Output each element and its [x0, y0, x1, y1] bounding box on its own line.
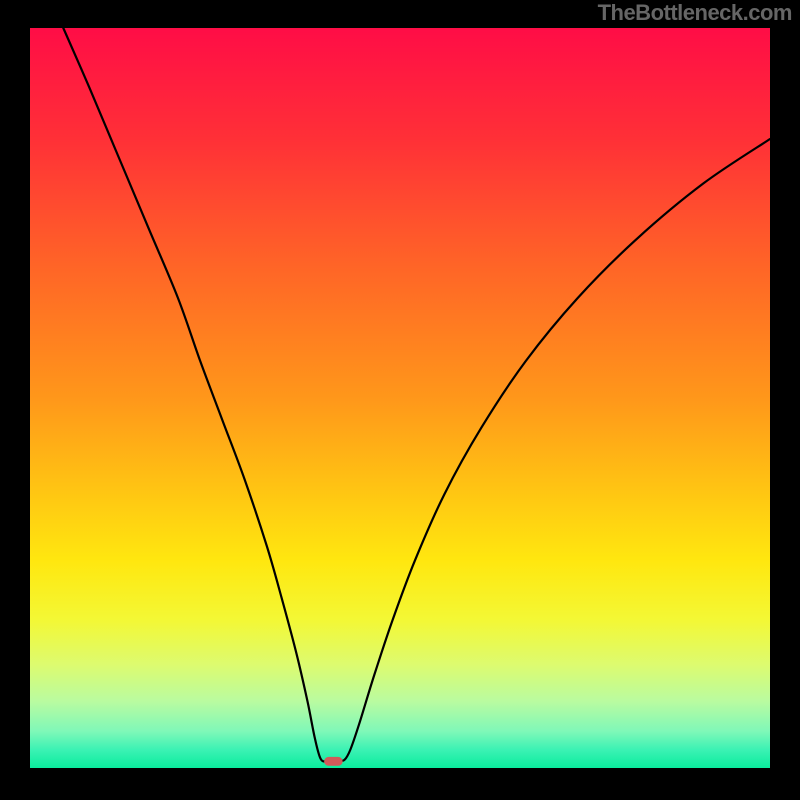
optimum-marker	[324, 757, 343, 766]
chart-container: TheBottleneck.com	[0, 0, 800, 800]
watermark-text: TheBottleneck.com	[598, 0, 792, 26]
plot-background	[30, 28, 770, 768]
bottleneck-chart	[0, 0, 800, 800]
